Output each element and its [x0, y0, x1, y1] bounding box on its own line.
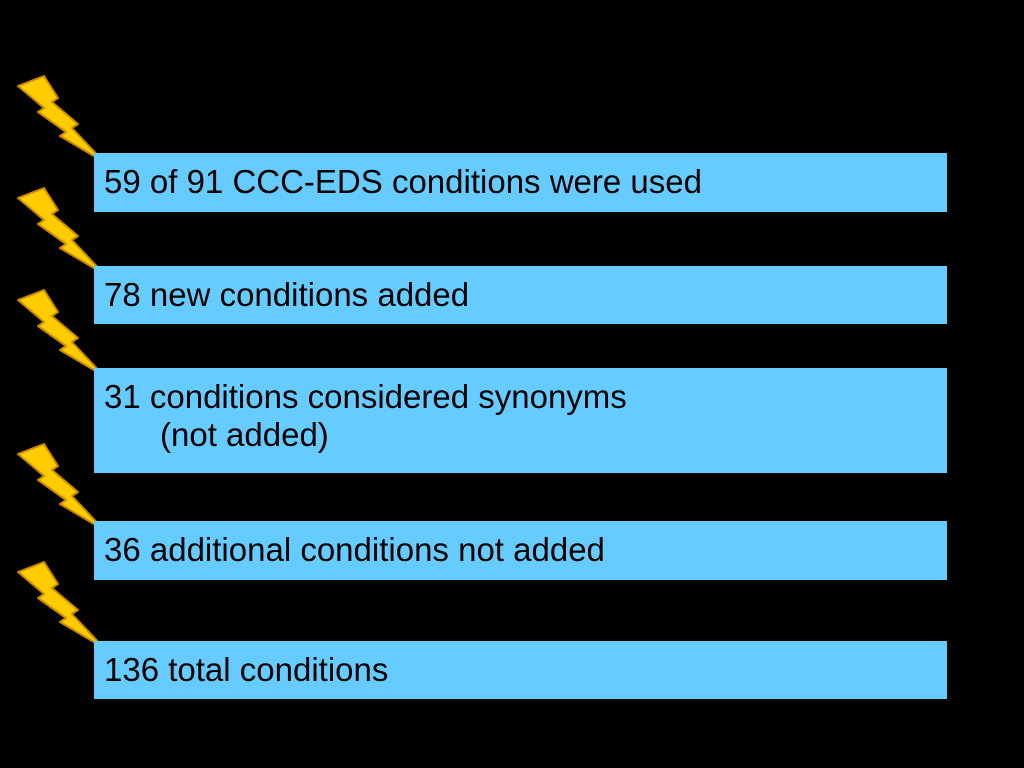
item-text-line2: (not added): [160, 416, 329, 453]
item-box-synonyms: 31 conditions considered synonyms (not a…: [94, 368, 947, 473]
item-text: 36 additional conditions not added: [104, 531, 605, 568]
item-text: 136 total conditions: [104, 651, 389, 688]
lightning-bolt-icon: [17, 187, 105, 275]
lightning-bolt-icon: [17, 561, 105, 649]
item-text: 59 of 91 CCC-EDS conditions were used: [104, 163, 702, 200]
item-text: 78 new conditions added: [104, 276, 470, 313]
item-box-new: 78 new conditions added: [94, 266, 947, 324]
item-text: 31 conditions considered synonyms: [104, 378, 627, 415]
lightning-bolt-icon: [17, 443, 105, 531]
item-box-total: 136 total conditions: [94, 641, 947, 699]
item-box-used: 59 of 91 CCC-EDS conditions were used: [94, 153, 947, 212]
lightning-bolt-icon: [17, 289, 105, 377]
item-box-additional: 36 additional conditions not added: [94, 521, 947, 580]
lightning-bolt-icon: [17, 75, 105, 163]
